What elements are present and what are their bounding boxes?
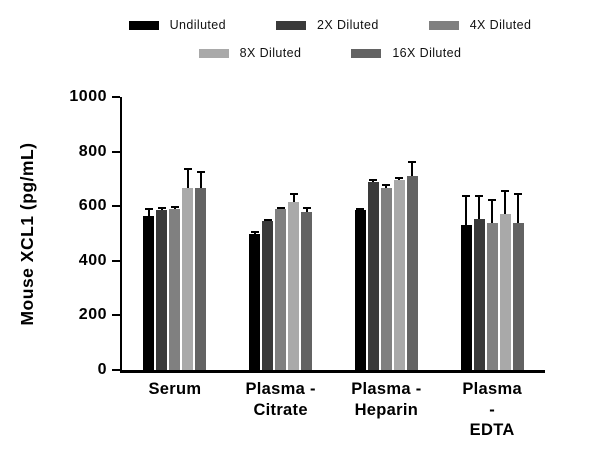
y-tick: [112, 369, 120, 371]
legend-label: Undiluted: [169, 18, 227, 32]
legend-swatch: [276, 20, 307, 30]
legend-swatch: [351, 48, 382, 58]
legend-row: 8X Diluted 16X Diluted: [60, 46, 600, 60]
y-tick: [112, 314, 120, 317]
bar: [367, 178, 379, 370]
bar: [473, 195, 485, 370]
bar: [169, 206, 181, 370]
y-tick: [112, 205, 120, 208]
error-bar-cap: [157, 207, 166, 210]
bar: [512, 192, 524, 370]
plot-area: 0 200 400 600 800 1000 Serum Plasma - Citrate Pl…: [69, 88, 545, 439]
error-bar-stem: [478, 195, 481, 219]
bar-group: [458, 97, 526, 370]
x-tick-label: Plasma - Heparin: [351, 380, 422, 419]
y-tick: [112, 96, 120, 98]
bar: [143, 207, 155, 370]
error-bar-cap: [196, 170, 205, 173]
bar: [380, 183, 392, 370]
error-bar-cap: [462, 195, 471, 198]
error-bar-cap: [183, 168, 192, 170]
error-bar-cap: [263, 219, 272, 222]
legend-item: 8X Diluted: [198, 46, 302, 60]
y-tick-label: 1000: [69, 88, 107, 105]
bar: [406, 161, 418, 370]
error-bar-stem: [292, 192, 295, 203]
x-tick-label: Plasma - Citrate: [245, 380, 316, 419]
bar: [499, 189, 511, 370]
error-bar-cap: [289, 192, 298, 195]
error-bar-cap: [302, 206, 311, 209]
y-tick: [112, 259, 120, 262]
error-bar-stem: [465, 195, 468, 226]
y-axis-title: Mouse XCL1 (pg/mL): [17, 142, 37, 326]
legend-label: 16X Diluted: [392, 46, 462, 60]
legend-item: 4X Diluted: [428, 18, 532, 32]
error-bar-cap: [144, 207, 153, 210]
x-axis-line: [120, 370, 545, 373]
legend-label: 4X Diluted: [469, 18, 532, 32]
y-tick-label: 0: [97, 361, 107, 378]
error-bar-cap: [382, 183, 391, 186]
bar: [486, 199, 498, 370]
error-bar-stem: [305, 206, 308, 212]
error-bar-cap: [408, 161, 417, 164]
error-bar-cap: [170, 206, 179, 209]
bar: [354, 208, 366, 370]
bar: [460, 195, 472, 370]
bar: [195, 170, 207, 370]
legend-swatch: [198, 48, 229, 58]
bar: [275, 206, 287, 370]
x-tick-label: Serum: [148, 380, 202, 398]
y-tick-label: 200: [78, 306, 107, 324]
y-axis-line: [120, 97, 122, 370]
error-bar-cap: [395, 177, 404, 179]
bar: [288, 192, 300, 370]
bar-group: [352, 97, 420, 370]
error-bar-stem: [147, 207, 150, 216]
error-bar-cap: [501, 189, 510, 192]
legend-swatch: [428, 20, 459, 30]
y-tick: [112, 150, 120, 153]
legend-item: 2X Diluted: [276, 18, 379, 32]
error-bar-stem: [491, 199, 494, 223]
error-bar-stem: [186, 168, 189, 189]
bar: [301, 206, 313, 370]
error-bar-stem: [504, 189, 507, 215]
legend-item: 16X Diluted: [351, 46, 461, 60]
error-bar-stem: [517, 192, 520, 223]
legend-row: Undiluted 2X Diluted 4X Diluted: [60, 18, 600, 32]
bar: [393, 177, 405, 370]
bar: [182, 168, 194, 370]
legend-item: Undiluted: [128, 18, 227, 32]
error-bar-stem: [199, 170, 202, 189]
bar-group: [247, 97, 315, 370]
error-bar-cap: [369, 178, 378, 181]
x-tick-label: Plasma - EDTA: [462, 380, 522, 440]
error-bar-cap: [250, 230, 259, 233]
legend-swatch: [128, 20, 159, 30]
legend: Undiluted 2X Diluted 4X Diluted 8X Diluted 1…: [60, 18, 600, 60]
error-bar-cap: [488, 199, 497, 202]
bar: [262, 219, 274, 370]
bar: [156, 207, 168, 370]
bar-group: [141, 97, 209, 370]
error-bar-stem: [411, 161, 414, 177]
legend-label: 8X Diluted: [239, 46, 302, 60]
y-tick-label: 800: [78, 142, 107, 160]
bar: [249, 230, 261, 370]
error-bar-stem: [385, 183, 388, 189]
error-bar-cap: [514, 192, 523, 195]
y-tick-label: 400: [78, 251, 107, 269]
y-tick-label: 600: [78, 197, 107, 215]
legend-label: 2X Diluted: [317, 18, 379, 32]
error-bar-cap: [356, 208, 365, 211]
error-bar-cap: [475, 195, 484, 198]
error-bar-cap: [276, 206, 285, 209]
